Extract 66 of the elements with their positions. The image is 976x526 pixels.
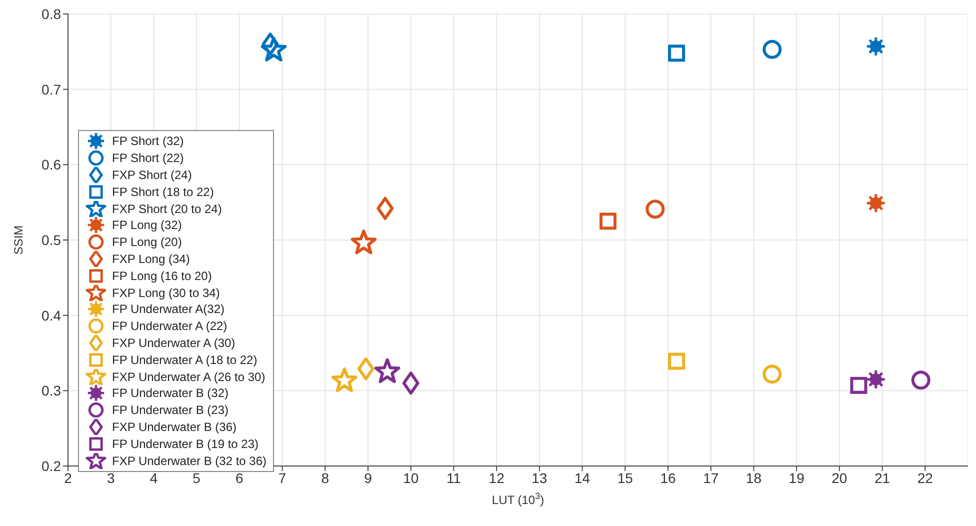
point [374, 358, 400, 384]
legend-label: FXP Short (20 to 24) [112, 202, 222, 216]
point [402, 372, 420, 395]
x-tick-label: 11 [446, 470, 462, 486]
point [350, 230, 377, 254]
x-tick-label: 8 [321, 470, 330, 486]
legend-label: FXP Underwater A (26 to 30) [112, 370, 266, 384]
legend-label: FP Underwater B (19 to 23) [112, 436, 259, 451]
point [762, 364, 782, 384]
point [376, 196, 394, 220]
legend-label: FP Long (16 to 20) [112, 268, 212, 283]
x-tick-label: 4 [150, 470, 158, 486]
point [332, 367, 358, 392]
y-tick-label: 0.4 [42, 307, 62, 324]
legend-label: FP Underwater A(32) [112, 302, 224, 316]
legend-label: FP Underwater B (32) [112, 386, 228, 400]
point [600, 212, 616, 230]
y-axis-title: SSIM [11, 225, 26, 255]
legend-label: FP Underwater A (18 to 22) [112, 352, 258, 367]
x-axis-title: LUT (10$^{3}$) [492, 491, 544, 507]
legend-label: FXP Underwater B (32 to 36) [112, 454, 267, 468]
x-tick-label: 16 [660, 470, 676, 486]
point [762, 40, 782, 59]
x-tick-label: 22 [917, 470, 934, 486]
legend-label: FXP Long (34) [112, 252, 190, 266]
point [357, 357, 374, 380]
legend-label: FP Long (32) [112, 218, 182, 232]
legend-label: FXP Long (30 to 34) [112, 286, 220, 300]
x-tick-label: 2 [64, 470, 72, 486]
x-tick-label: 13 [532, 470, 548, 486]
point [668, 352, 686, 370]
point [260, 36, 287, 62]
legend-label: FP Underwater B (23) [112, 403, 228, 418]
legend-label: FP Short (18 to 22) [112, 184, 214, 199]
x-tick-label: 9 [364, 470, 372, 486]
x-tick-label: 18 [746, 470, 762, 486]
x-tick-label: 12 [488, 470, 505, 486]
legend-label: FP Long (20) [112, 235, 182, 250]
x-tick-label: 17 [703, 470, 719, 486]
x-tick-label: 21 [874, 470, 890, 486]
x-tick-label: 7 [278, 470, 286, 486]
y-tick-label: 0.6 [42, 156, 62, 173]
point [911, 370, 930, 390]
x-tick-label: 5 [192, 470, 201, 486]
x-tick-label: 6 [236, 470, 244, 486]
y-tick-label: 0.8 [42, 6, 62, 22]
point [668, 44, 686, 62]
legend-label: FXP Short (24) [112, 168, 192, 182]
legend-label: FXP Underwater A (30) [112, 336, 236, 350]
x-tick-label: 15 [617, 470, 634, 486]
legend-label: FP Underwater A (22) [112, 319, 228, 334]
x-tick-label: 20 [832, 470, 848, 486]
point [262, 32, 279, 56]
x-tick-label: 10 [403, 470, 419, 486]
y-tick-label: 0.5 [42, 232, 62, 248]
legend-label: FXP Underwater B (36) [112, 420, 236, 434]
point [646, 200, 665, 219]
x-tick-label: 3 [106, 470, 115, 486]
y-tick-label: 0.7 [42, 81, 62, 98]
legend-label: FP Short (22) [112, 151, 184, 166]
y-tick-label: 0.2 [42, 458, 62, 474]
y-tick-label: 0.3 [42, 382, 62, 399]
point [850, 376, 868, 394]
legend-label: FP Short (32) [112, 134, 184, 148]
x-tick-label: 14 [574, 470, 590, 486]
x-tick-label: 19 [788, 470, 805, 486]
